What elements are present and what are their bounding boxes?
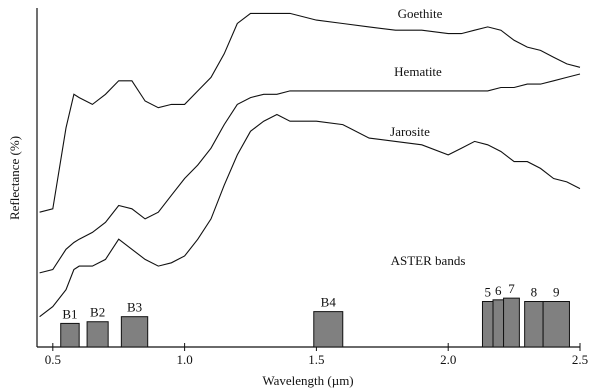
bands-label: ASTER bands bbox=[391, 253, 466, 268]
band-label: B1 bbox=[62, 306, 77, 321]
band-label: B2 bbox=[90, 305, 105, 320]
spectrum-line bbox=[39, 73, 581, 274]
x-tick-label: 0.5 bbox=[45, 352, 61, 367]
aster-band bbox=[86, 321, 109, 348]
x-tick-label: 2.0 bbox=[440, 352, 456, 367]
aster-band bbox=[481, 301, 494, 348]
y-axis-label: Reflectance (%) bbox=[7, 136, 22, 220]
band-label: 5 bbox=[484, 284, 491, 299]
aster-band bbox=[313, 311, 344, 348]
aster-band bbox=[60, 322, 80, 348]
aster-band bbox=[503, 297, 520, 348]
spectrum-line bbox=[39, 113, 581, 318]
aster-band bbox=[542, 301, 570, 348]
series-label: Hematite bbox=[394, 64, 442, 79]
band-label: 8 bbox=[531, 284, 538, 299]
x-tick-label: 1.0 bbox=[176, 352, 192, 367]
x-tick-label: 1.5 bbox=[308, 352, 324, 367]
band-label: B4 bbox=[321, 295, 337, 310]
spectrum-line bbox=[39, 12, 581, 213]
x-tick-label: 2.5 bbox=[572, 352, 588, 367]
series-label: Goethite bbox=[398, 6, 443, 21]
x-axis-label: Wavelength (µm) bbox=[262, 373, 353, 388]
aster-band bbox=[120, 316, 149, 348]
band-label: B3 bbox=[127, 300, 142, 315]
series-label: Jarosite bbox=[390, 124, 430, 139]
aster-band bbox=[524, 301, 544, 348]
band-label: 6 bbox=[495, 283, 502, 298]
band-label: 9 bbox=[553, 284, 560, 299]
band-label: 7 bbox=[508, 281, 515, 296]
aster-band bbox=[492, 299, 505, 348]
